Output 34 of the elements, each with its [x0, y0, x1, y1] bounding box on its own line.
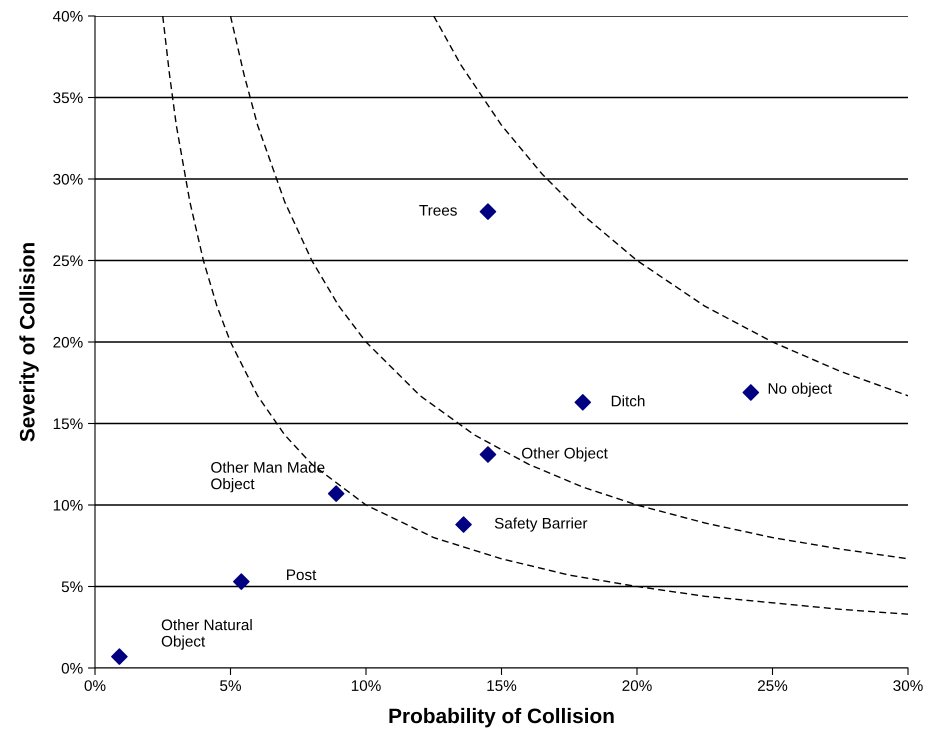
annotation: No object	[768, 382, 832, 397]
x-tick-label: 10%	[352, 680, 381, 692]
x-tick-label: 25%	[758, 680, 788, 692]
y-tick-label: 0%	[62, 662, 83, 674]
y-tick-label: 15%	[54, 418, 83, 430]
x-axis-title: Probability of Collision	[389, 708, 614, 728]
y-tick-label: 5%	[62, 581, 83, 592]
y-tick-label: 20%	[53, 336, 83, 348]
annotation: Other Man Made Object	[211, 462, 324, 492]
point	[455, 516, 472, 533]
y-tick-label: 40%	[52, 10, 83, 22]
y-tick-label: 35%	[53, 92, 83, 104]
x-tick-label: 15%	[487, 680, 516, 692]
point	[233, 573, 250, 590]
x-tick-label: 20%	[622, 680, 652, 692]
y-tick-label: 30%	[53, 174, 83, 185]
x-tick-label: 5%	[220, 680, 241, 692]
y-axis-title: Severity of Collision	[19, 243, 39, 442]
point	[574, 394, 592, 411]
annotation: Safety Barrier	[494, 517, 588, 532]
y-tick-label: 10%	[54, 500, 83, 511]
point	[480, 203, 496, 220]
x-tick-label: 30%	[893, 680, 923, 692]
point	[742, 384, 760, 401]
annotation: Post	[287, 569, 316, 580]
y-tick-label: 25%	[53, 255, 83, 266]
point	[480, 446, 496, 463]
annotation: Trees	[419, 205, 457, 216]
point	[328, 485, 344, 502]
annotation: Other Object	[522, 447, 608, 462]
point	[111, 648, 128, 665]
x-tick-label: 0%	[84, 680, 106, 692]
annotation: Other Natural Object	[162, 619, 252, 650]
annotation: Ditch	[612, 395, 644, 406]
